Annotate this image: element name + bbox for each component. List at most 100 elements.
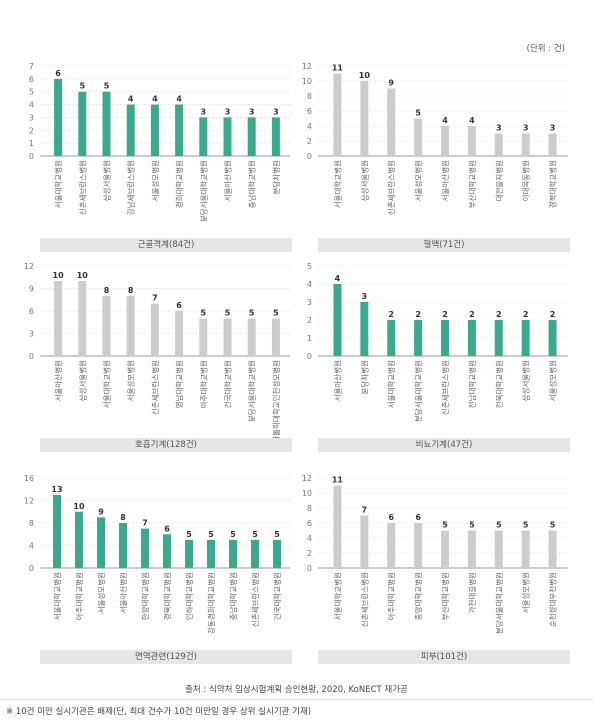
category-label: 충남대학교병원 (247, 160, 257, 208)
chart-title: 혈액(71건) (318, 238, 570, 252)
y-tick-label: 4 (29, 542, 34, 551)
bar (521, 133, 530, 156)
category-label: 서울대학교병원 (332, 572, 342, 620)
data-label: 6 (55, 69, 61, 78)
category-label: 서울아산병원 (53, 360, 63, 401)
y-tick-label: 4 (307, 280, 312, 289)
bar (75, 511, 83, 568)
chart-title: 면역관련(129건) (40, 650, 292, 664)
chart-panel-respiratory: 0 3 6 9 12 10 서울아산병원 10 삼성서울병원 8 서울대학교병원 8 서울성모병원 7 신촌… (22, 258, 294, 464)
data-label: 2 (496, 310, 502, 319)
data-label: 5 (274, 530, 280, 539)
bar (54, 78, 63, 156)
data-label: 4 (335, 274, 341, 283)
category-label: 가천대길병원 (467, 572, 477, 613)
data-label: 3 (496, 124, 502, 133)
y-tick-label: 1 (307, 334, 312, 343)
data-label: 11 (332, 64, 344, 73)
bar (467, 530, 476, 568)
bar (273, 539, 281, 568)
data-label: 6 (415, 513, 421, 522)
bar (126, 296, 135, 356)
data-label: 5 (225, 309, 231, 318)
bar (333, 485, 342, 568)
category-label: 아주대학교병원 (198, 360, 208, 408)
category-label: 서울성모병원 (549, 360, 558, 401)
category-label: 서울대학교병원 (53, 160, 63, 208)
category-label: 분당서울대학교병원 (198, 160, 208, 222)
y-tick-label: 16 (24, 474, 34, 483)
bar (78, 91, 87, 156)
chart-svg: 0 2 4 6 8 10 12 11 서울대학교병원 7 신촌세브란스병원 6 아주대학교병원 6 중앙대학… (302, 474, 568, 634)
bar (126, 104, 135, 156)
data-label: 5 (104, 82, 110, 91)
bar (494, 133, 503, 156)
data-label: 2 (469, 310, 475, 319)
bar (185, 539, 193, 568)
y-tick-label: 6 (307, 107, 312, 116)
chart-title: 비뇨기계(47건) (318, 438, 570, 452)
bar (441, 530, 449, 568)
y-tick-label: 3 (307, 298, 312, 307)
category-label: 건국대학교병원 (272, 572, 282, 620)
category-label: 인하대학교병원 (184, 572, 194, 620)
y-tick-label: 10 (302, 489, 312, 498)
category-label: 순천향대부천병원 (548, 572, 558, 627)
category-label: 신촌세브란스병원 (150, 360, 160, 415)
y-tick-label: 4 (307, 534, 312, 543)
data-label: 10 (73, 502, 85, 511)
y-tick-label: 12 (24, 497, 34, 506)
data-label: 5 (230, 530, 236, 539)
category-label: 경희대학교병원 (174, 160, 184, 208)
bar (333, 73, 342, 156)
category-label: 서울대학교병원 (102, 360, 112, 408)
y-tick-label: 0 (307, 152, 312, 161)
data-label: 10 (77, 271, 89, 280)
data-label: 5 (252, 530, 258, 539)
data-label: 2 (523, 310, 529, 319)
data-label: 8 (104, 286, 110, 295)
bar (271, 318, 280, 356)
y-tick-label: 7 (29, 62, 34, 71)
category-label: 전남대학교병원 (467, 360, 477, 408)
data-label: 5 (523, 521, 529, 530)
data-label: 6 (176, 301, 182, 310)
bar (229, 539, 237, 568)
category-label: 서울대학교병원 (386, 360, 396, 408)
category-label: 아주대학교병원 (74, 572, 84, 620)
bar (360, 515, 369, 568)
y-tick-label: 2 (29, 126, 34, 135)
chart-panel-blood: 0 2 4 6 8 10 12 11 서울대학교병원 10 삼성서울병원 9 신촌세브란스병원 5 서울성모… (300, 58, 572, 264)
data-label: 5 (442, 521, 448, 530)
data-label: 6 (388, 513, 394, 522)
bar (467, 320, 476, 356)
category-label: 서울성모병원 (97, 572, 106, 613)
bar (494, 320, 503, 356)
category-label: 신촌세브란스병원 (359, 572, 369, 627)
y-tick-label: 3 (29, 113, 34, 122)
category-label: 영남대학교병원 (174, 360, 184, 408)
data-label: 10 (53, 271, 65, 280)
bar (175, 311, 184, 356)
category-label: 아주대학교병원 (386, 572, 396, 620)
chart-panel-skin: 0 2 4 6 8 10 12 11 서울대학교병원 7 신촌세브란스병원 6 아주대학교병원 6 중앙대학… (300, 470, 572, 676)
bar (441, 126, 449, 156)
chart-svg: 0 1 2 3 4 5 6 7 6 서울대학교병원 5 신촌세브란스병원 5 삼성서울병원 4 강남세브란스병… (29, 62, 290, 222)
bar (387, 88, 396, 156)
bar (54, 281, 63, 356)
category-label: 경북대학교병원 (548, 160, 558, 208)
category-label: 가톨릭대학교인천성모병원 (271, 360, 281, 443)
data-label: 7 (142, 519, 148, 528)
bar (414, 320, 423, 356)
data-label: 4 (152, 95, 158, 104)
category-label: 서울성모병원 (127, 360, 136, 401)
y-tick-label: 4 (307, 122, 312, 131)
category-label: 충남대학교병원 (228, 572, 238, 620)
bar (441, 320, 449, 356)
unit-label: (단위 : 건) (526, 44, 565, 54)
data-label: 11 (332, 476, 344, 485)
category-label: 분당서울대학교병원 (413, 360, 423, 422)
data-label: 3 (523, 124, 529, 133)
bar (102, 296, 111, 356)
y-tick-label: 8 (29, 519, 34, 528)
